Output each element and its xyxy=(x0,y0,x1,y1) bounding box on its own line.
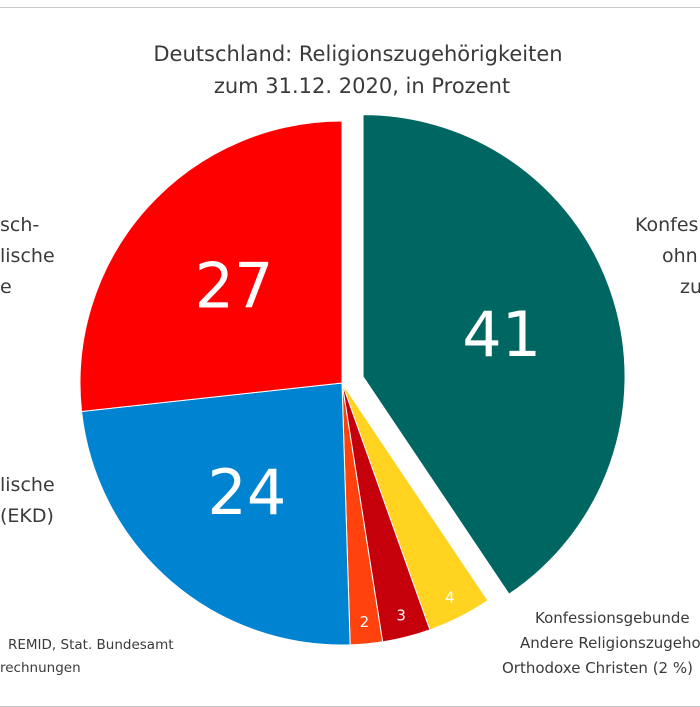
label-bottom-right-3: Orthodoxe Christen (2 %) xyxy=(502,659,693,677)
slice-value-label-4: 4 xyxy=(445,588,455,606)
label-right-top-2: ohn xyxy=(662,245,698,267)
pie-slice-24 xyxy=(80,382,351,646)
label-right-top-1: Konfes xyxy=(635,214,698,236)
pie-slice-27 xyxy=(79,120,343,413)
pie-slice-41 xyxy=(362,114,626,595)
slice-value-label-3: 3 xyxy=(396,607,406,625)
label-left-top-3: e xyxy=(0,276,12,298)
label-left-top-2: lische xyxy=(0,245,55,267)
chart-title-line-1: Deutschland: Religionszugehörigkeiten xyxy=(153,42,562,66)
pie-slices: 41 4 3 2 24 27 xyxy=(79,114,626,646)
label-left-top-1: sch- xyxy=(0,214,39,236)
label-right-top-3: zu xyxy=(680,276,700,298)
slice-value-label-41: 41 xyxy=(462,298,541,371)
label-left-bottom-2: (EKD) xyxy=(0,505,54,527)
label-bottom-right-1: Konfessionsgebunde xyxy=(535,609,690,627)
slice-value-label-2: 2 xyxy=(360,613,370,631)
label-left-bottom-1: lische xyxy=(0,474,55,496)
chart-title-line-2: zum 31.12. 2020, in Prozent xyxy=(214,74,510,98)
slice-value-label-24: 24 xyxy=(207,456,286,529)
source-line-1: REMID, Stat. Bundesamt xyxy=(8,637,174,653)
label-bottom-right-2: Andere Religionszugeho xyxy=(520,634,700,652)
source-line-2: rechnungen xyxy=(0,660,81,676)
slice-value-label-27: 27 xyxy=(195,250,274,323)
